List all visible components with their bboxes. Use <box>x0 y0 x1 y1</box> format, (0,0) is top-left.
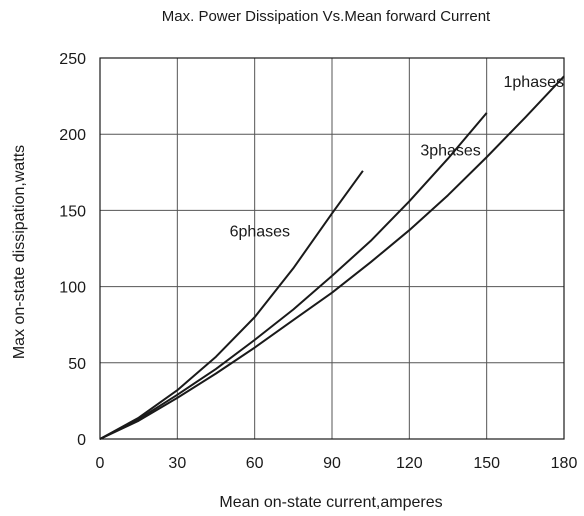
y-tick-label: 150 <box>59 203 86 220</box>
x-tick-label: 150 <box>473 455 500 472</box>
x-tick-label: 30 <box>168 455 186 472</box>
chart-title: Max. Power Dissipation Vs.Mean forward C… <box>162 8 491 25</box>
x-tick-label: 90 <box>323 455 341 472</box>
series-label-3phases: 3phases <box>420 143 481 160</box>
y-tick-label: 50 <box>68 356 86 373</box>
y-tick-label: 0 <box>77 432 86 449</box>
series-labels: 6phases 3phases 1phases <box>230 74 564 240</box>
x-tick-label: 0 <box>96 455 105 472</box>
series-line-6phases <box>99 170 364 440</box>
series-label-1phases: 1phases <box>504 74 565 91</box>
y-axis-label: Max on-state dissipation,watts <box>11 145 28 359</box>
x-tick-labels: 0 30 60 90 120 150 180 <box>96 455 578 472</box>
x-tick-label: 180 <box>551 455 578 472</box>
data-lines <box>99 75 565 440</box>
y-tick-label: 200 <box>59 127 86 144</box>
y-tick-labels: 0 50 100 150 200 250 <box>59 51 86 449</box>
x-axis-label: Mean on-state current,amperes <box>219 494 442 511</box>
series-label-6phases: 6phases <box>230 223 291 240</box>
y-tick-label: 250 <box>59 51 86 68</box>
series-line-3phases <box>99 112 488 440</box>
series-line-1phases <box>99 75 565 440</box>
x-tick-label: 60 <box>246 455 264 472</box>
y-tick-label: 100 <box>59 280 86 297</box>
plot-frame <box>99 57 565 440</box>
x-tick-label: 120 <box>396 455 423 472</box>
grid-lines <box>99 57 565 440</box>
